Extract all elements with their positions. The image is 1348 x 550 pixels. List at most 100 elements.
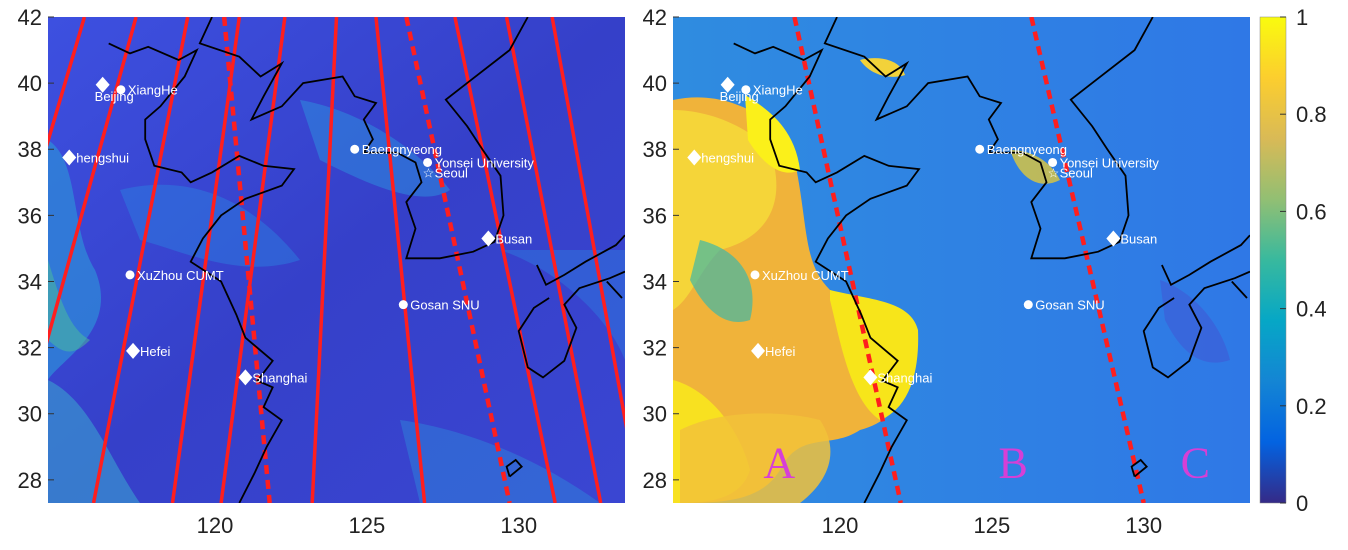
circle-marker-icon (741, 85, 751, 95)
right-region-labels: A B C (763, 438, 1210, 487)
site-marker: XiangHe (116, 83, 178, 98)
x-tick-label: 120 (822, 513, 859, 538)
diamond-marker-icon (95, 76, 110, 93)
diamond-marker-icon (126, 342, 141, 359)
diamond-marker-icon (238, 369, 253, 386)
satellite-track-line (170, 17, 242, 503)
colorbar-tick-label: 0.4 (1296, 297, 1327, 322)
y-tick-label: 40 (643, 71, 667, 96)
site-marker: hengshui (62, 149, 129, 166)
y-tick-label: 38 (643, 137, 667, 162)
site-marker: XuZhou CUMT (125, 268, 224, 283)
coastline-segment (823, 17, 1154, 260)
circle-marker-icon (750, 270, 760, 280)
y-tick-label: 32 (18, 336, 42, 361)
site-label: Busan (1120, 232, 1157, 247)
site-label: XuZhou CUMT (137, 268, 224, 283)
colorbar-tick-label: 0.6 (1296, 199, 1327, 224)
y-tick-label: 36 (643, 203, 667, 228)
satellite-track-line (504, 17, 603, 503)
site-label: Gosan SNU (410, 298, 479, 313)
site-marker: Gosan SNU (398, 298, 480, 313)
satellite-track-line (404, 17, 512, 503)
y-tick-label: 34 (643, 269, 667, 294)
left-map-background (48, 17, 625, 503)
circle-marker-icon (1048, 157, 1058, 167)
right-x-axis-ticks: 120 125 130 (822, 513, 1162, 538)
satellite-track-line (91, 17, 190, 503)
y-tick-label: 42 (643, 5, 667, 30)
site-marker: Busan (481, 230, 532, 247)
colorbar-tick-label: 0 (1296, 491, 1308, 516)
star-marker-icon: ☆ (1048, 165, 1060, 180)
satellite-track-line (219, 17, 287, 503)
satellite-track-line (550, 17, 625, 430)
y-tick-label: 30 (643, 402, 667, 427)
coastline-segment (505, 458, 524, 478)
satellite-track-line (374, 17, 427, 503)
site-label: XiangHe (128, 83, 178, 98)
colorbar-tick-label: 0.2 (1296, 394, 1327, 419)
site-label: Shanghai (877, 370, 932, 385)
satellite-track-line (310, 17, 339, 503)
colorbar-tick-label: 0.8 (1296, 102, 1327, 127)
y-tick-label: 30 (18, 402, 42, 427)
diamond-marker-icon (751, 342, 766, 359)
right-y-axis-ticks: 28 30 32 34 36 38 40 42 (643, 5, 679, 493)
x-tick-label: 130 (500, 513, 537, 538)
coastline-segment (517, 270, 625, 379)
left-y-axis-ticks: 28 30 32 34 36 38 40 42 (18, 5, 54, 493)
coastline-segment (606, 280, 623, 299)
site-marker: Baengnyeong (350, 142, 442, 157)
site-marker: Hefei (126, 342, 170, 359)
diamond-marker-icon (62, 149, 77, 166)
region-label: A (763, 438, 795, 487)
site-marker: Yonsei University (1048, 155, 1159, 170)
site-label: XuZhou CUMT (762, 268, 849, 283)
site-label: XiangHe (753, 83, 803, 98)
region-label: B (998, 438, 1027, 487)
colorbar-gradient (1259, 16, 1287, 504)
diamond-marker-icon (687, 149, 702, 166)
satellite-track-line (792, 17, 903, 503)
site-label: Gosan SNU (1035, 298, 1104, 313)
circle-marker-icon (423, 157, 433, 167)
site-marker: Shanghai (238, 369, 307, 386)
site-label: Seoul (1060, 165, 1093, 180)
x-tick-label: 120 (197, 513, 234, 538)
coastline-segment (1161, 234, 1250, 287)
site-marker: Gosan SNU (1023, 298, 1105, 313)
site-label: Hefei (765, 344, 795, 359)
diamond-marker-icon (1106, 230, 1121, 247)
star-marker-icon: ☆ (423, 165, 435, 180)
site-label: Baengnyeong (362, 142, 442, 157)
left-coastlines (108, 17, 625, 503)
site-label: Shanghai (252, 370, 307, 385)
site-marker: hengshui (687, 149, 754, 166)
circle-marker-icon (975, 144, 985, 154)
coastline-segment (1231, 280, 1248, 299)
y-tick-label: 38 (18, 137, 42, 162)
coastline-segment (1142, 270, 1250, 379)
site-marker: Hefei (751, 342, 795, 359)
satellite-track-line (48, 17, 138, 344)
y-tick-label: 34 (18, 269, 42, 294)
circle-marker-icon (125, 270, 135, 280)
y-tick-label: 28 (18, 468, 42, 493)
y-tick-label: 42 (18, 5, 42, 30)
right-aerosol-patches (673, 58, 1230, 503)
coastline-segment (1130, 458, 1149, 478)
circle-marker-icon (116, 85, 126, 95)
circle-marker-icon (350, 144, 360, 154)
colorbar: 0 0.2 0.4 0.6 0.8 1 (1259, 5, 1327, 516)
y-tick-label: 28 (643, 468, 667, 493)
diamond-marker-icon (481, 230, 496, 247)
site-label: Yonsei University (1060, 155, 1160, 170)
diamond-marker-icon (863, 369, 878, 386)
diamond-marker-icon (720, 76, 735, 93)
site-label: Beijing (95, 89, 134, 104)
left-x-axis-ticks: 120 125 130 (197, 513, 537, 538)
